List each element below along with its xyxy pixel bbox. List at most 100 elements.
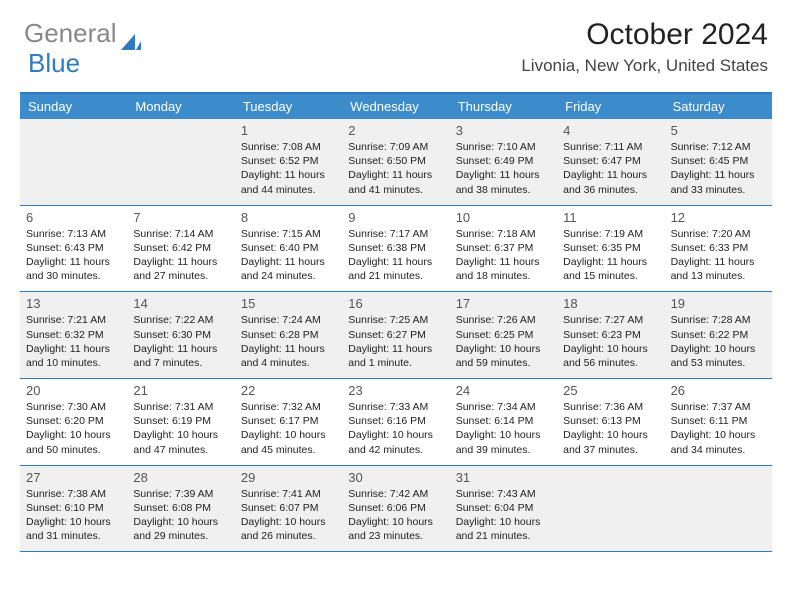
sunrise-text: Sunrise: 7:17 AM — [348, 227, 443, 241]
sunset-text: Sunset: 6:19 PM — [133, 414, 228, 428]
sunset-text: Sunset: 6:45 PM — [671, 154, 766, 168]
day-cell: 5 Sunrise: 7:12 AMSunset: 6:45 PMDaylight… — [665, 119, 772, 205]
day-info: Sunrise: 7:12 AMSunset: 6:45 PMDaylight:… — [671, 140, 766, 197]
daylight-text: Daylight: 10 hours and 53 minutes. — [671, 342, 766, 370]
day-info: Sunrise: 7:08 AMSunset: 6:52 PMDaylight:… — [241, 140, 336, 197]
sunrise-text: Sunrise: 7:42 AM — [348, 487, 443, 501]
day-cell: 30Sunrise: 7:42 AMSunset: 6:06 PMDayligh… — [342, 466, 449, 552]
sunset-text: Sunset: 6:13 PM — [563, 414, 658, 428]
sunrise-text: Sunrise: 7:19 AM — [563, 227, 658, 241]
day-number: 30 — [348, 470, 443, 485]
day-number: 13 — [26, 296, 121, 311]
week-row: 27Sunrise: 7:38 AMSunset: 6:10 PMDayligh… — [20, 466, 772, 553]
day-cell: 15Sunrise: 7:24 AMSunset: 6:28 PMDayligh… — [235, 292, 342, 378]
day-cell: 1Sunrise: 7:08 AMSunset: 6:52 PMDaylight… — [235, 119, 342, 205]
day-cell: 18Sunrise: 7:27 AMSunset: 6:23 PMDayligh… — [557, 292, 664, 378]
day-info: Sunrise: 7:10 AMSunset: 6:49 PMDaylight:… — [456, 140, 551, 197]
sunset-text: Sunset: 6:49 PM — [456, 154, 551, 168]
day-cell: 8Sunrise: 7:15 AMSunset: 6:40 PMDaylight… — [235, 206, 342, 292]
day-number: 5 — [671, 123, 766, 138]
sunrise-text: Sunrise: 7:31 AM — [133, 400, 228, 414]
day-cell: 6Sunrise: 7:13 AMSunset: 6:43 PMDaylight… — [20, 206, 127, 292]
day-info: Sunrise: 7:18 AMSunset: 6:37 PMDaylight:… — [456, 227, 551, 284]
sunrise-text: Sunrise: 7:27 AM — [563, 313, 658, 327]
sunrise-text: Sunrise: 7:33 AM — [348, 400, 443, 414]
daylight-text: Daylight: 10 hours and 26 minutes. — [241, 515, 336, 543]
day-cell — [127, 119, 234, 205]
day-header: Saturday — [665, 94, 772, 119]
day-info: Sunrise: 7:43 AMSunset: 6:04 PMDaylight:… — [456, 487, 551, 544]
sunset-text: Sunset: 6:27 PM — [348, 328, 443, 342]
daylight-text: Daylight: 11 hours and 13 minutes. — [671, 255, 766, 283]
sunset-text: Sunset: 6:35 PM — [563, 241, 658, 255]
day-number: 28 — [133, 470, 228, 485]
daylight-text: Daylight: 11 hours and 1 minute. — [348, 342, 443, 370]
day-number: 4 — [563, 123, 658, 138]
day-cell: 16Sunrise: 7:25 AMSunset: 6:27 PMDayligh… — [342, 292, 449, 378]
day-info: Sunrise: 7:20 AMSunset: 6:33 PMDaylight:… — [671, 227, 766, 284]
day-cell: 29Sunrise: 7:41 AMSunset: 6:07 PMDayligh… — [235, 466, 342, 552]
day-info: Sunrise: 7:13 AMSunset: 6:43 PMDaylight:… — [26, 227, 121, 284]
logo-sail-icon — [121, 26, 141, 42]
daylight-text: Daylight: 11 hours and 10 minutes. — [26, 342, 121, 370]
sunset-text: Sunset: 6:22 PM — [671, 328, 766, 342]
daylight-text: Daylight: 10 hours and 34 minutes. — [671, 428, 766, 456]
sunset-text: Sunset: 6:32 PM — [26, 328, 121, 342]
daylight-text: Daylight: 11 hours and 30 minutes. — [26, 255, 121, 283]
sunrise-text: Sunrise: 7:20 AM — [671, 227, 766, 241]
day-number: 22 — [241, 383, 336, 398]
day-info: Sunrise: 7:34 AMSunset: 6:14 PMDaylight:… — [456, 400, 551, 457]
day-cell: 7Sunrise: 7:14 AMSunset: 6:42 PMDaylight… — [127, 206, 234, 292]
sunrise-text: Sunrise: 7:34 AM — [456, 400, 551, 414]
day-info: Sunrise: 7:21 AMSunset: 6:32 PMDaylight:… — [26, 313, 121, 370]
daylight-text: Daylight: 10 hours and 21 minutes. — [456, 515, 551, 543]
day-cell: 20Sunrise: 7:30 AMSunset: 6:20 PMDayligh… — [20, 379, 127, 465]
day-info: Sunrise: 7:26 AMSunset: 6:25 PMDaylight:… — [456, 313, 551, 370]
day-cell — [665, 466, 772, 552]
day-cell: 21Sunrise: 7:31 AMSunset: 6:19 PMDayligh… — [127, 379, 234, 465]
day-cell: 31Sunrise: 7:43 AMSunset: 6:04 PMDayligh… — [450, 466, 557, 552]
day-info: Sunrise: 7:24 AMSunset: 6:28 PMDaylight:… — [241, 313, 336, 370]
day-number: 11 — [563, 210, 658, 225]
week-row: 13Sunrise: 7:21 AMSunset: 6:32 PMDayligh… — [20, 292, 772, 379]
day-cell — [20, 119, 127, 205]
logo: General — [24, 18, 141, 49]
day-info: Sunrise: 7:25 AMSunset: 6:27 PMDaylight:… — [348, 313, 443, 370]
day-cell: 27Sunrise: 7:38 AMSunset: 6:10 PMDayligh… — [20, 466, 127, 552]
sunrise-text: Sunrise: 7:08 AM — [241, 140, 336, 154]
sunset-text: Sunset: 6:28 PM — [241, 328, 336, 342]
daylight-text: Daylight: 10 hours and 29 minutes. — [133, 515, 228, 543]
sunset-text: Sunset: 6:42 PM — [133, 241, 228, 255]
day-info: Sunrise: 7:28 AMSunset: 6:22 PMDaylight:… — [671, 313, 766, 370]
sunrise-text: Sunrise: 7:36 AM — [563, 400, 658, 414]
day-cell: 28Sunrise: 7:39 AMSunset: 6:08 PMDayligh… — [127, 466, 234, 552]
day-info: Sunrise: 7:15 AMSunset: 6:40 PMDaylight:… — [241, 227, 336, 284]
day-number: 3 — [456, 123, 551, 138]
daylight-text: Daylight: 11 hours and 27 minutes. — [133, 255, 228, 283]
day-number: 9 — [348, 210, 443, 225]
day-cell: 9Sunrise: 7:17 AMSunset: 6:38 PMDaylight… — [342, 206, 449, 292]
day-header: Friday — [557, 94, 664, 119]
day-cell: 17Sunrise: 7:26 AMSunset: 6:25 PMDayligh… — [450, 292, 557, 378]
day-number: 29 — [241, 470, 336, 485]
sunset-text: Sunset: 6:11 PM — [671, 414, 766, 428]
day-info: Sunrise: 7:11 AMSunset: 6:47 PMDaylight:… — [563, 140, 658, 197]
sunrise-text: Sunrise: 7:39 AM — [133, 487, 228, 501]
sunrise-text: Sunrise: 7:21 AM — [26, 313, 121, 327]
location: Livonia, New York, United States — [521, 56, 768, 76]
sunset-text: Sunset: 6:47 PM — [563, 154, 658, 168]
day-number: 20 — [26, 383, 121, 398]
logo-word-1: General — [24, 18, 117, 49]
daylight-text: Daylight: 11 hours and 41 minutes. — [348, 168, 443, 196]
day-number: 23 — [348, 383, 443, 398]
daylight-text: Daylight: 10 hours and 37 minutes. — [563, 428, 658, 456]
day-header: Thursday — [450, 94, 557, 119]
sunrise-text: Sunrise: 7:11 AM — [563, 140, 658, 154]
sunset-text: Sunset: 6:50 PM — [348, 154, 443, 168]
day-info: Sunrise: 7:36 AMSunset: 6:13 PMDaylight:… — [563, 400, 658, 457]
daylight-text: Daylight: 10 hours and 42 minutes. — [348, 428, 443, 456]
daylight-text: Daylight: 11 hours and 4 minutes. — [241, 342, 336, 370]
daylight-text: Daylight: 11 hours and 36 minutes. — [563, 168, 658, 196]
sunrise-text: Sunrise: 7:10 AM — [456, 140, 551, 154]
day-cell: 10Sunrise: 7:18 AMSunset: 6:37 PMDayligh… — [450, 206, 557, 292]
